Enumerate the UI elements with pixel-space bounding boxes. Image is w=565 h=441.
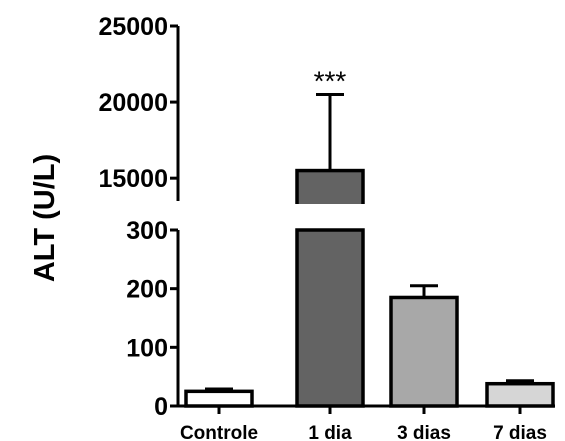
axis-break-gap	[293, 204, 367, 226]
x-tick-label: Controle	[180, 423, 258, 441]
significance-label: ***	[314, 65, 347, 96]
y-tick-label: 100	[126, 334, 168, 362]
bar	[295, 228, 365, 408]
y-tick-label: 300	[126, 217, 168, 245]
y-tick-label: 15000	[98, 165, 168, 193]
bar	[485, 381, 555, 408]
bar	[184, 389, 254, 408]
y-tick-label: 0	[154, 393, 168, 421]
x-tick-label: 1 dia	[308, 423, 352, 441]
x-tick-label: 7 dias	[493, 423, 547, 441]
y-tick-label: 25000	[98, 13, 168, 41]
y-tick-label: 20000	[98, 89, 168, 117]
y-axis-label: ALT (U/L)	[29, 154, 61, 282]
tick-labels: 0 100 200 300 15000 20000 25000 Controle *** 1 di…	[98, 13, 546, 441]
bars	[184, 92, 555, 408]
bar	[389, 295, 459, 408]
x-tick-label: 3 dias	[397, 423, 451, 441]
y-tick-label: 200	[126, 276, 168, 304]
